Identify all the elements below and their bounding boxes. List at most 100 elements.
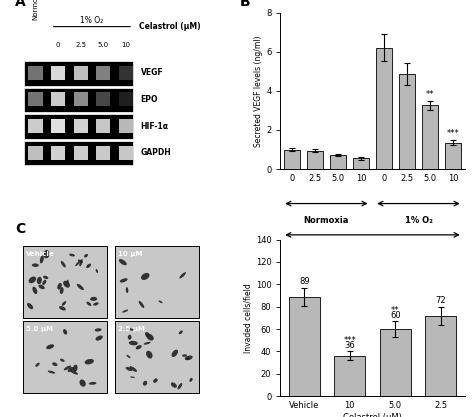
Bar	[115, 321, 200, 393]
Text: EPO: EPO	[140, 95, 158, 104]
Ellipse shape	[27, 303, 33, 309]
Bar	[96, 66, 110, 80]
Ellipse shape	[57, 283, 62, 289]
Ellipse shape	[172, 349, 178, 357]
Bar	[96, 119, 110, 133]
Text: 5.0 μM: 5.0 μM	[27, 326, 53, 332]
Ellipse shape	[84, 254, 88, 258]
Ellipse shape	[171, 382, 177, 388]
Bar	[51, 119, 65, 133]
Bar	[334, 356, 365, 396]
Bar	[73, 119, 88, 133]
Bar	[353, 158, 369, 169]
Ellipse shape	[38, 284, 45, 289]
Text: A: A	[15, 0, 26, 9]
Bar	[23, 321, 107, 393]
Ellipse shape	[42, 280, 46, 285]
Ellipse shape	[95, 328, 101, 332]
Ellipse shape	[179, 272, 186, 279]
Ellipse shape	[153, 378, 158, 383]
Bar	[118, 146, 133, 160]
Y-axis label: Secreted VEGF levels (ng/ml): Secreted VEGF levels (ng/ml)	[254, 35, 263, 146]
Ellipse shape	[43, 276, 48, 279]
Ellipse shape	[179, 330, 183, 334]
Bar	[118, 119, 133, 133]
Bar	[115, 246, 200, 318]
Bar	[399, 74, 415, 169]
Bar	[23, 246, 107, 318]
Bar	[28, 93, 43, 106]
Ellipse shape	[52, 362, 57, 366]
Text: GAPDH: GAPDH	[140, 148, 171, 157]
Ellipse shape	[146, 334, 154, 341]
Bar	[25, 88, 133, 112]
Ellipse shape	[122, 309, 128, 313]
Bar	[96, 146, 110, 160]
Text: B: B	[240, 0, 251, 9]
Ellipse shape	[96, 335, 103, 341]
Y-axis label: Invaded cells/field: Invaded cells/field	[244, 283, 253, 353]
Text: 2.5 μM: 2.5 μM	[118, 326, 145, 332]
Ellipse shape	[69, 254, 75, 256]
Bar	[25, 141, 133, 166]
Text: 72: 72	[436, 296, 446, 305]
Bar	[307, 151, 323, 169]
Bar	[73, 93, 88, 106]
Ellipse shape	[77, 284, 84, 290]
Bar	[96, 93, 110, 106]
Ellipse shape	[120, 278, 128, 282]
Ellipse shape	[35, 363, 40, 367]
Ellipse shape	[136, 345, 142, 349]
Bar	[73, 66, 88, 80]
Text: ***: ***	[447, 129, 459, 138]
Ellipse shape	[32, 286, 37, 294]
Ellipse shape	[182, 354, 187, 357]
Ellipse shape	[68, 367, 73, 372]
Ellipse shape	[130, 377, 135, 378]
Bar	[445, 143, 461, 169]
Ellipse shape	[178, 383, 182, 389]
Text: HIF-1α: HIF-1α	[140, 121, 168, 131]
Bar	[73, 146, 88, 160]
Ellipse shape	[146, 351, 153, 359]
Ellipse shape	[78, 259, 83, 263]
Bar	[28, 119, 43, 133]
Ellipse shape	[129, 366, 137, 372]
Text: 89: 89	[299, 277, 310, 286]
Bar	[51, 93, 65, 106]
Text: Normoxia: Normoxia	[33, 0, 38, 20]
Bar	[284, 150, 300, 169]
Text: Normoxia: Normoxia	[304, 216, 349, 225]
Bar	[118, 66, 133, 80]
Ellipse shape	[32, 264, 39, 267]
Ellipse shape	[61, 261, 66, 267]
Ellipse shape	[143, 381, 147, 386]
Ellipse shape	[28, 276, 36, 283]
Ellipse shape	[67, 280, 69, 284]
Ellipse shape	[62, 301, 66, 306]
Ellipse shape	[119, 259, 127, 265]
Ellipse shape	[139, 301, 144, 308]
Ellipse shape	[85, 359, 94, 364]
Bar	[51, 66, 65, 80]
Text: **: **	[391, 306, 400, 314]
Ellipse shape	[60, 359, 64, 362]
Bar	[422, 106, 438, 169]
Bar	[380, 329, 410, 396]
Ellipse shape	[126, 287, 128, 293]
Bar	[330, 155, 346, 169]
Text: 60: 60	[390, 311, 401, 319]
Ellipse shape	[145, 332, 150, 337]
Ellipse shape	[93, 302, 99, 306]
Ellipse shape	[63, 329, 67, 334]
Ellipse shape	[141, 273, 149, 280]
Text: 2.5: 2.5	[75, 42, 86, 48]
Text: 5.0: 5.0	[98, 42, 109, 48]
Text: Celastrol (μM): Celastrol (μM)	[138, 22, 200, 31]
Ellipse shape	[128, 335, 131, 340]
Ellipse shape	[40, 255, 44, 264]
Text: Celastrol (μM): Celastrol (μM)	[338, 247, 406, 256]
Ellipse shape	[37, 277, 42, 284]
Text: 36: 36	[344, 341, 355, 350]
Ellipse shape	[73, 364, 78, 372]
